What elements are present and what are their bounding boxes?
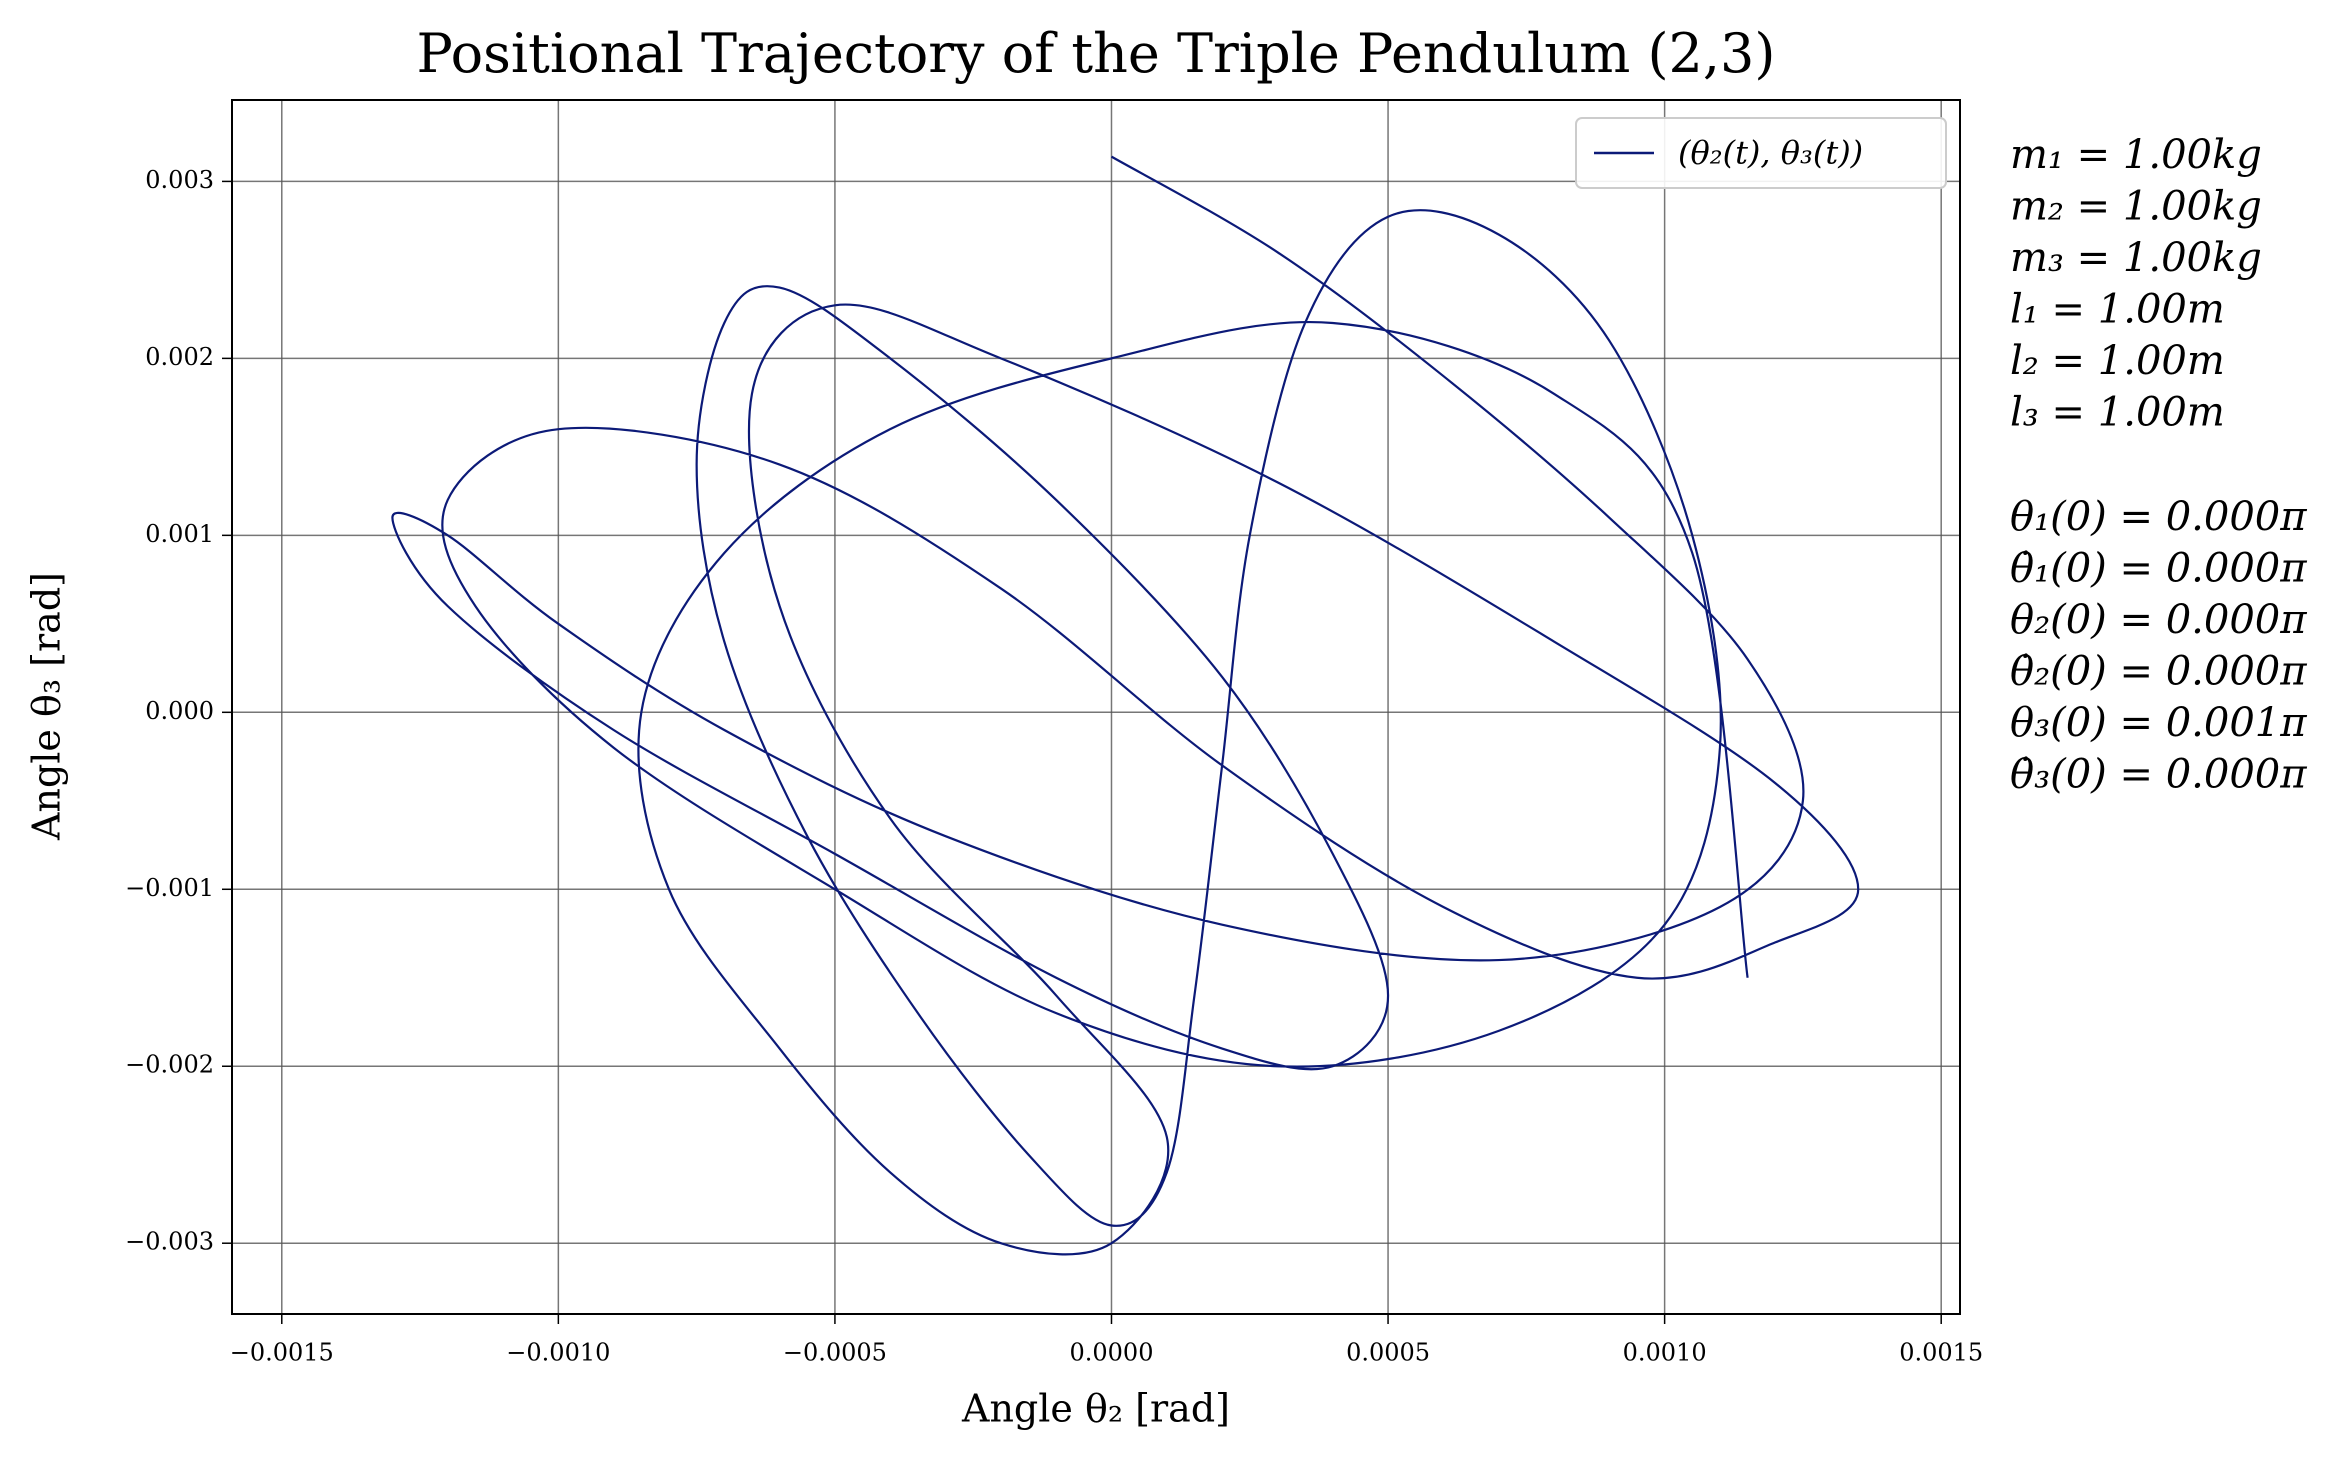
x-tick-label: 0.0005 — [1346, 1339, 1430, 1367]
legend-box — [1575, 117, 1947, 189]
legend-label: (θ₂(t), θ₃(t)) — [1678, 134, 1863, 172]
parameter-annotation: θ̇₃(0) = 0.000π — [2010, 752, 2307, 798]
y-tick-label: 0.001 — [145, 520, 214, 548]
parameter-annotation: m₁ = 1.00kg — [2010, 132, 2262, 178]
y-tick-label: 0.000 — [145, 697, 214, 725]
chart-title: Positional Trajectory of the Triple Pend… — [417, 22, 1776, 85]
parameter-annotation: l₂ = 1.00m — [2010, 338, 2225, 384]
x-tick-label: −0.0010 — [506, 1339, 610, 1367]
parameter-annotation: m₂ = 1.00kg — [2010, 184, 2262, 230]
x-axis-label: Angle θ₂ [rad] — [961, 1387, 1230, 1431]
x-tick-label: 0.0000 — [1069, 1339, 1153, 1367]
parameter-annotation: l₃ = 1.00m — [2010, 390, 2225, 436]
parameter-annotation: θ₂(0) = 0.000π — [2010, 597, 2307, 643]
x-tick-label: −0.0015 — [230, 1339, 334, 1367]
parameter-annotation: l₁ = 1.00m — [2010, 287, 2225, 333]
parameter-annotation: m₃ = 1.00kg — [2010, 235, 2262, 281]
plot-frame — [231, 99, 1961, 1315]
y-tick-label: −0.002 — [125, 1051, 214, 1079]
y-axis-label: Angle θ₃ [rad] — [25, 572, 69, 841]
parameter-annotation: θ̇₁(0) = 0.000π — [2010, 546, 2307, 592]
x-tick-label: −0.0005 — [783, 1339, 887, 1367]
x-tick-label: 0.0015 — [1899, 1339, 1983, 1367]
parameter-annotation: θ₃(0) = 0.001π — [2010, 700, 2307, 746]
parameter-annotation: θ₁(0) = 0.000π — [2010, 494, 2307, 540]
y-tick-label: 0.002 — [145, 343, 214, 371]
x-tick-label: 0.0010 — [1623, 1339, 1707, 1367]
y-tick-label: −0.003 — [125, 1228, 214, 1256]
y-tick-label: −0.001 — [125, 874, 214, 902]
parameter-annotation: θ̇₂(0) = 0.000π — [2010, 649, 2307, 695]
trajectory-line — [391, 155, 1860, 1256]
y-tick-label: 0.003 — [145, 166, 214, 194]
